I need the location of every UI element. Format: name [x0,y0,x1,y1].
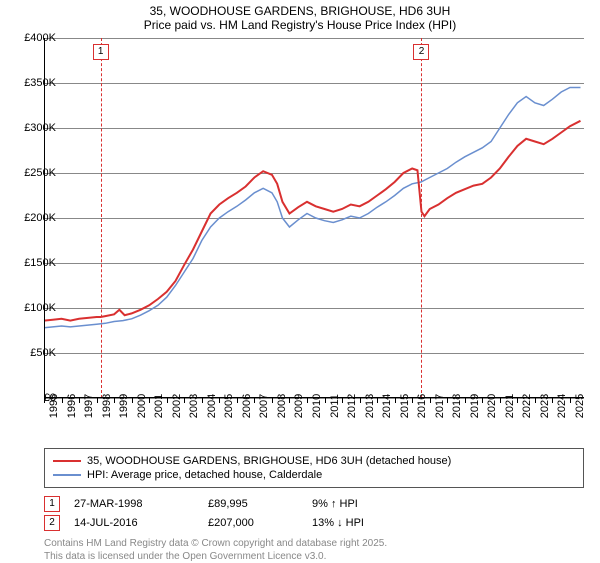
x-tick [289,398,290,403]
x-tick-label: 2024 [556,394,568,418]
footer-attribution: Contains HM Land Registry data © Crown c… [44,537,584,563]
x-tick-label: 2007 [258,394,270,418]
x-tick-label: 2020 [486,394,498,418]
x-tick-label: 2022 [521,394,533,418]
x-tick-label: 2008 [276,394,288,418]
x-tick [272,398,273,403]
series-legend: 35, WOODHOUSE GARDENS, BRIGHOUSE, HD6 3U… [44,448,584,488]
x-tick-label: 1997 [83,394,95,418]
x-tick-label: 2012 [346,394,358,418]
footer-line1: Contains HM Land Registry data © Crown c… [44,537,584,550]
x-tick [360,398,361,403]
x-tick-label: 2005 [223,394,235,418]
x-tick-label: 1996 [66,394,78,418]
x-tick [62,398,63,403]
series-price_paid [44,121,580,321]
legend-row: HPI: Average price, detached house, Cald… [53,469,575,481]
x-tick [79,398,80,403]
x-tick [517,398,518,403]
y-tick-label: £400K [24,32,56,44]
sale-date: 27-MAR-1998 [74,498,194,510]
x-tick [465,398,466,403]
x-tick-label: 2006 [241,394,253,418]
legend-label: HPI: Average price, detached house, Cald… [87,469,322,481]
x-tick [395,398,396,403]
legend-row: 35, WOODHOUSE GARDENS, BRIGHOUSE, HD6 3U… [53,455,575,467]
sale-diff: 9% ↑ HPI [312,498,412,510]
x-tick [500,398,501,403]
series-hpi [44,88,580,328]
x-tick-label: 1999 [118,394,130,418]
legend-area: 35, WOODHOUSE GARDENS, BRIGHOUSE, HD6 3U… [44,448,584,563]
x-tick-label: 2015 [399,394,411,418]
x-tick-label: 2009 [293,394,305,418]
x-tick-label: 1998 [101,394,113,418]
x-tick-label: 2018 [451,394,463,418]
x-tick-label: 2021 [504,394,516,418]
x-tick [430,398,431,403]
footer-line2: This data is licensed under the Open Gov… [44,550,584,563]
x-tick [447,398,448,403]
x-tick [535,398,536,403]
chart-container: 35, WOODHOUSE GARDENS, BRIGHOUSE, HD6 3U… [0,0,600,560]
y-tick-label: £150K [24,257,56,269]
x-tick-label: 2000 [136,394,148,418]
legend-label: 35, WOODHOUSE GARDENS, BRIGHOUSE, HD6 3U… [87,455,451,467]
sale-marker-ref: 1 [44,496,60,512]
x-tick [307,398,308,403]
sale-marker-ref: 2 [44,515,60,531]
x-tick [342,398,343,403]
x-tick [482,398,483,403]
y-tick-label: £350K [24,77,56,89]
x-tick [412,398,413,403]
x-tick [132,398,133,403]
legend-swatch [53,460,81,462]
x-tick-label: 2011 [329,394,341,418]
y-tick-label: £100K [24,302,56,314]
x-tick-label: 2016 [416,394,428,418]
x-tick-label: 1995 [48,394,60,418]
line-series-svg [44,38,584,398]
x-tick [202,398,203,403]
x-tick-label: 2013 [364,394,376,418]
title-address: 35, WOODHOUSE GARDENS, BRIGHOUSE, HD6 3U… [0,4,600,18]
x-tick-label: 2023 [539,394,551,418]
x-tick [325,398,326,403]
x-tick-label: 2025 [574,394,586,418]
sales-legend: 1 27-MAR-1998 £89,995 9% ↑ HPI 2 14-JUL-2016 £… [44,496,584,531]
legend-swatch [53,474,81,476]
x-tick [219,398,220,403]
x-tick [167,398,168,403]
sale-row: 2 14-JUL-2016 £207,000 13% ↓ HPI [44,515,584,531]
x-tick [377,398,378,403]
y-tick-label: £200K [24,212,56,224]
x-tick-label: 2014 [381,394,393,418]
title-subtitle: Price paid vs. HM Land Registry's House … [0,18,600,32]
sale-date: 14-JUL-2016 [74,517,194,529]
y-tick-label: £50K [30,347,56,359]
x-tick-label: 2017 [434,394,446,418]
x-tick-label: 2004 [206,394,218,418]
x-tick [184,398,185,403]
sale-diff: 13% ↓ HPI [312,517,412,529]
chart-titles: 35, WOODHOUSE GARDENS, BRIGHOUSE, HD6 3U… [0,0,600,32]
x-tick [149,398,150,403]
x-tick-label: 2010 [311,394,323,418]
y-tick-label: £300K [24,122,56,134]
x-tick [552,398,553,403]
sale-price: £207,000 [208,517,298,529]
x-tick [114,398,115,403]
x-tick [237,398,238,403]
sale-price: £89,995 [208,498,298,510]
x-tick [570,398,571,403]
x-tick [97,398,98,403]
x-tick-label: 2019 [469,394,481,418]
y-tick-label: £250K [24,167,56,179]
x-tick-label: 2003 [188,394,200,418]
x-tick [254,398,255,403]
x-tick-label: 2001 [153,394,165,418]
x-tick-label: 2002 [171,394,183,418]
plot-area: 12 [44,38,584,398]
sale-row: 1 27-MAR-1998 £89,995 9% ↑ HPI [44,496,584,512]
